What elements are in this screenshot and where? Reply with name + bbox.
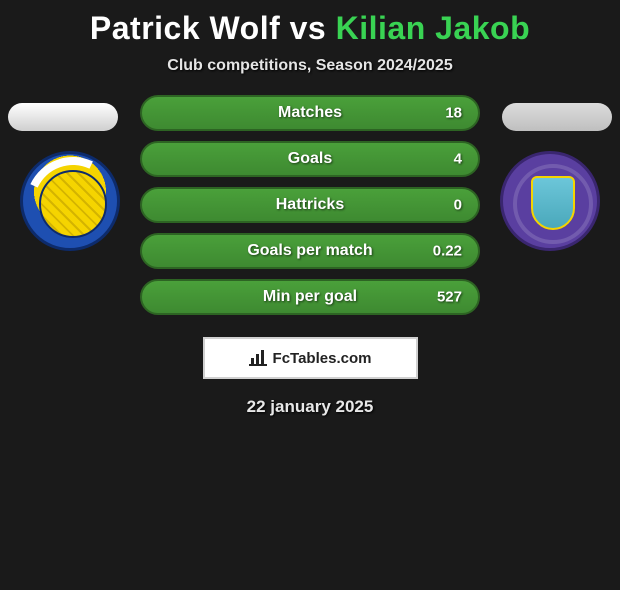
stat-label: Hattricks xyxy=(276,196,344,214)
stat-value-right: 0 xyxy=(454,197,462,214)
subtitle: Club competitions, Season 2024/2025 xyxy=(0,57,620,75)
vs-separator: vs xyxy=(290,10,327,46)
stat-row-goals-per-match: Goals per match 0.22 xyxy=(140,233,480,269)
player1-club-badge xyxy=(20,151,120,251)
stat-value-right: 527 xyxy=(437,289,462,306)
lokomotive-leipzig-crest-icon xyxy=(20,151,120,251)
stat-row-matches: Matches 18 xyxy=(140,95,480,131)
stat-label: Goals xyxy=(288,150,332,168)
stat-label: Min per goal xyxy=(263,288,357,306)
player1-pill xyxy=(8,103,118,131)
player2-name: Kilian Jakob xyxy=(336,10,531,46)
snapshot-date: 22 january 2025 xyxy=(0,397,620,417)
erzgebirge-aue-crest-icon xyxy=(500,151,600,251)
bar-chart-icon xyxy=(249,350,267,366)
fctables-watermark[interactable]: FcTables.com xyxy=(203,337,418,379)
player1-name: Patrick Wolf xyxy=(90,10,280,46)
watermark-text: FcTables.com xyxy=(273,350,372,367)
stat-row-min-per-goal: Min per goal 527 xyxy=(140,279,480,315)
stat-value-right: 4 xyxy=(454,151,462,168)
stat-label: Goals per match xyxy=(247,242,372,260)
stat-rows: Matches 18 Goals 4 Hattricks 0 Goals per… xyxy=(140,95,480,325)
player2-pill xyxy=(502,103,612,131)
stat-label: Matches xyxy=(278,104,342,122)
comparison-title: Patrick Wolf vs Kilian Jakob xyxy=(0,10,620,47)
stat-value-right: 0.22 xyxy=(433,243,462,260)
stat-value-right: 18 xyxy=(445,105,462,122)
stat-row-goals: Goals 4 xyxy=(140,141,480,177)
stat-row-hattricks: Hattricks 0 xyxy=(140,187,480,223)
player2-club-badge xyxy=(500,151,600,251)
comparison-arena: Matches 18 Goals 4 Hattricks 0 Goals per… xyxy=(0,103,620,323)
